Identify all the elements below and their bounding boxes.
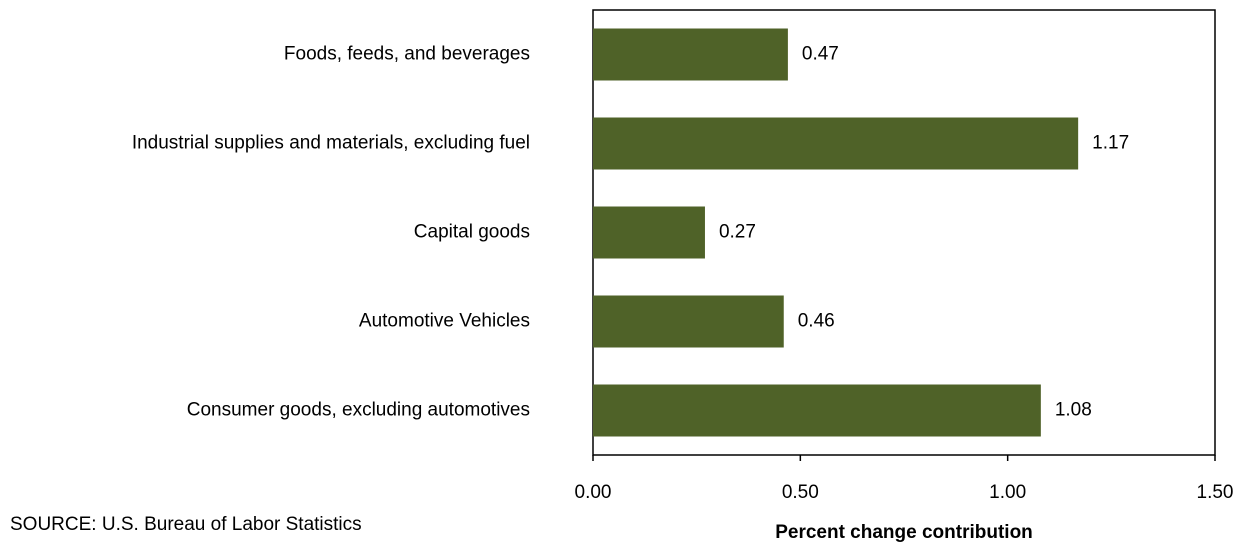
data-label: 1.08 <box>1055 400 1092 421</box>
y-tick-label: Automotive Vehicles <box>359 311 530 332</box>
x-tick-label: 0.00 <box>575 482 612 503</box>
bar <box>593 117 1079 170</box>
data-label: 0.47 <box>802 44 839 65</box>
x-axis-label: Percent change contribution <box>775 522 1033 543</box>
source-note: SOURCE: U.S. Bureau of Labor Statistics <box>10 514 362 535</box>
x-tick-label: 1.50 <box>1197 482 1234 503</box>
bar <box>593 295 784 348</box>
data-label: 1.17 <box>1092 133 1129 154</box>
bar <box>593 384 1041 437</box>
y-tick-label: Capital goods <box>414 222 530 243</box>
y-tick-label: Consumer goods, excluding automotives <box>187 400 530 421</box>
data-label: 0.27 <box>719 222 756 243</box>
y-tick-label: Foods, feeds, and beverages <box>284 44 530 65</box>
x-tick-label: 1.00 <box>989 482 1026 503</box>
bar <box>593 28 788 81</box>
y-tick-label: Industrial supplies and materials, exclu… <box>132 133 530 154</box>
data-label: 0.46 <box>798 311 835 332</box>
x-tick-label: 0.50 <box>782 482 819 503</box>
bar <box>593 206 705 259</box>
